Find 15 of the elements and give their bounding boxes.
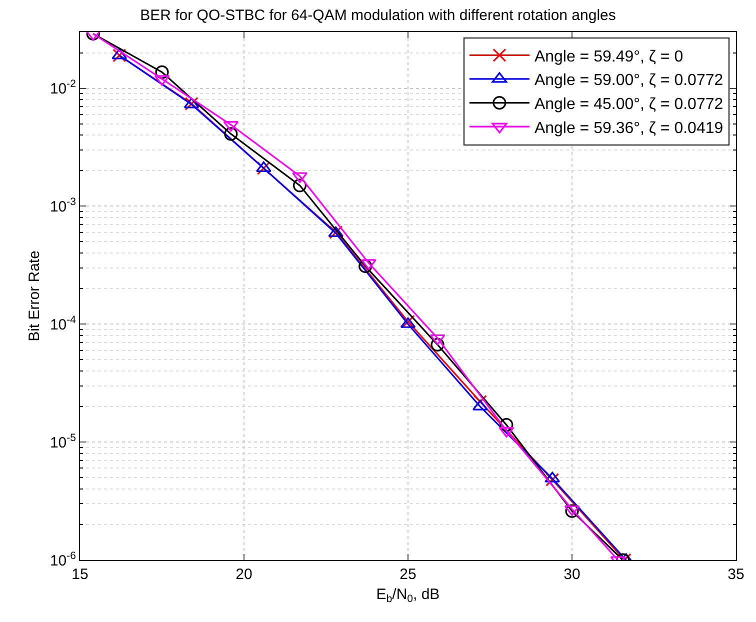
legend-label: Angle = 45.00°, ζ = 0.0772 — [534, 96, 724, 114]
chart-title: BER for QO-STBC for 64-QAM modulation with different rotation angles — [140, 6, 616, 24]
y-tick-label: 10$^{-4}$ — [50, 314, 76, 334]
x-tick-label: 20 — [236, 566, 252, 583]
legend-label: Angle = 59.36°, ζ = 0.0419 — [534, 120, 724, 137]
y-tick-label: 10$^{-5}$ — [50, 432, 76, 452]
y-tick-label: 10$^{-3}$ — [50, 196, 76, 216]
y-axis-title: Bit Error Rate — [26, 250, 44, 342]
x-tick-label: 25 — [400, 566, 416, 583]
legend-label: Angle = 59.49°, ζ = 0 — [534, 48, 684, 66]
y-tick-label: 10$^{-2}$ — [50, 78, 76, 98]
legend-label: Angle = 59.00°, ζ = 0.0772 — [534, 72, 724, 90]
x-tick-label: 35 — [728, 566, 744, 583]
x-tick-label: 30 — [564, 566, 580, 583]
x-axis-title: E$_{b}$/N$_{0}$, dB — [376, 586, 440, 606]
